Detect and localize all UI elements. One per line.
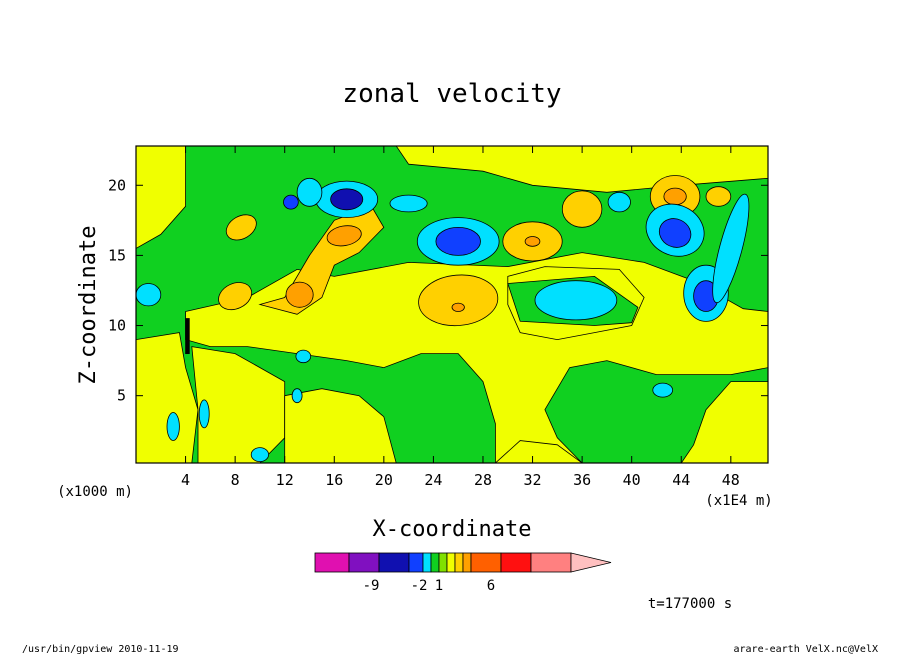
contour-fields	[136, 146, 768, 463]
plot-frame	[135, 145, 769, 464]
colorbar-segment	[408, 552, 424, 573]
field-cyan	[136, 283, 162, 307]
field-blue	[435, 226, 481, 256]
field-cyan	[296, 177, 323, 207]
x-tick-label: 32	[524, 471, 542, 489]
colorbar-segment	[422, 552, 432, 573]
field-cyan	[295, 349, 312, 364]
x-tick-label: 12	[276, 471, 294, 489]
field-light-orange	[225, 214, 257, 241]
x-tick-label: 48	[722, 471, 740, 489]
field-light-orange	[705, 186, 732, 207]
colorbar-tick-label: -2	[411, 578, 428, 594]
colorbar-segment	[470, 552, 502, 573]
x-axis-label: X-coordinate	[373, 517, 532, 542]
y-tick-label: 10	[108, 317, 126, 335]
field-orange	[524, 236, 541, 247]
x-tick-label: 8	[231, 471, 240, 489]
x-tick-label: 28	[474, 471, 492, 489]
field-cyan	[250, 447, 269, 463]
field-cyan	[198, 399, 210, 429]
x-tick-label: 4	[181, 471, 190, 489]
x-tick-label: 40	[623, 471, 641, 489]
field-yellow	[191, 346, 286, 463]
colorbar-segment	[430, 552, 440, 573]
field-cyan	[389, 194, 428, 213]
field-blue	[658, 218, 692, 248]
colorbar-segment	[530, 552, 572, 573]
field-yellow	[680, 381, 768, 463]
colorbar-segment	[438, 552, 448, 573]
x-ticks: 4 8 12 16 20 24 28 32 36 40 44 48	[181, 146, 740, 489]
field-cyan	[534, 280, 618, 321]
field-yellow	[136, 146, 186, 249]
chart-title: zonal velocity	[342, 79, 561, 109]
field-orange	[451, 302, 465, 312]
colorbar-segment	[378, 552, 410, 573]
time-label: t=177000 s	[648, 596, 732, 612]
colorbar-segment	[314, 552, 350, 573]
x-unit-label: (x1E4 m)	[705, 493, 772, 509]
y-ticks: 5 10 15 20	[108, 176, 768, 405]
y-tick-label: 15	[108, 246, 126, 264]
x-tick-label: 20	[375, 471, 393, 489]
field-blue	[330, 188, 364, 211]
field-yellow	[284, 388, 397, 463]
field-cyan	[607, 191, 631, 213]
colorbar: -9 -2 1 6	[314, 552, 612, 594]
field-orange	[663, 187, 687, 206]
colorbar-segment	[500, 552, 532, 573]
colorbar-segment	[348, 552, 380, 573]
field-light-orange	[418, 274, 499, 327]
x-tick-label: 44	[672, 471, 690, 489]
field-yellow	[494, 440, 583, 463]
x-tick-label: 24	[424, 471, 442, 489]
footer-left: /usr/bin/gpview 2010-11-19	[22, 644, 179, 654]
field-light-orange	[218, 282, 253, 311]
colorbar-tick-label: 1	[435, 578, 443, 594]
y-tick-label: 5	[117, 387, 126, 405]
field-light-orange	[561, 190, 603, 228]
x-tick-label: 16	[325, 471, 343, 489]
field-cyan	[712, 193, 750, 304]
field-blue	[283, 194, 299, 210]
colorbar-tick-label: 6	[487, 578, 495, 594]
x-tick-label: 36	[573, 471, 591, 489]
colorbar-segment	[446, 552, 456, 573]
field-orange	[326, 225, 362, 247]
y-axis-label: Z-coordinate	[76, 226, 101, 385]
field-cyan	[652, 382, 673, 398]
field-orange	[285, 281, 314, 308]
field-cyan	[166, 412, 180, 441]
colorbar-tick-label: -9	[363, 578, 380, 594]
colorbar-segment	[462, 552, 472, 573]
y-tick-label: 20	[108, 176, 126, 194]
colorbar-segment	[454, 552, 464, 573]
colorbar-arrow	[570, 552, 612, 573]
y-unit-label: (x1000 m)	[57, 484, 133, 500]
footer-right: arare-earth_VelX.nc@VelX	[734, 644, 879, 654]
field-cyan	[291, 388, 303, 404]
field-dark-strip	[185, 318, 190, 354]
